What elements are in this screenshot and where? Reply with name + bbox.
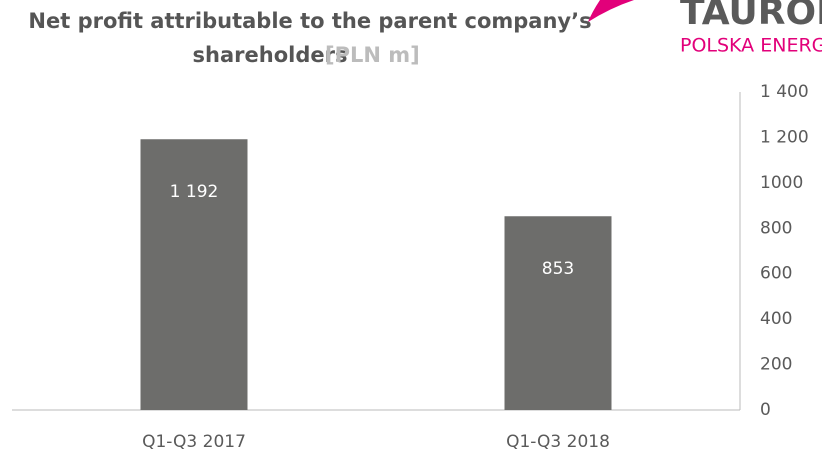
y-tick-label: 400 — [760, 309, 792, 329]
y-tick-label: 200 — [760, 355, 792, 375]
y-tick-label: 0 — [760, 400, 771, 420]
y-tick-label: 1 400 — [760, 82, 809, 102]
logo-name: TAURON — [680, 0, 822, 33]
y-tick-label: 1000 — [760, 173, 803, 193]
y-tick-label: 1 200 — [760, 127, 809, 147]
x-tick-label: Q1-Q3 2017 — [142, 432, 246, 452]
bar — [504, 216, 612, 410]
chart-unit: [PLN m] — [325, 43, 420, 67]
logo-swoosh — [588, 0, 634, 22]
y-tick-label: 600 — [760, 264, 792, 284]
y-tick-label: 800 — [760, 218, 792, 238]
chart-title: Net profit attributable to the parent co… — [28, 9, 591, 67]
x-tick-label: Q1-Q3 2018 — [506, 432, 610, 452]
bar — [140, 139, 248, 410]
logo-tagline: POLSKA ENERGIA — [680, 35, 822, 57]
data-label: 853 — [542, 259, 574, 279]
data-label: 1 192 — [170, 182, 219, 202]
